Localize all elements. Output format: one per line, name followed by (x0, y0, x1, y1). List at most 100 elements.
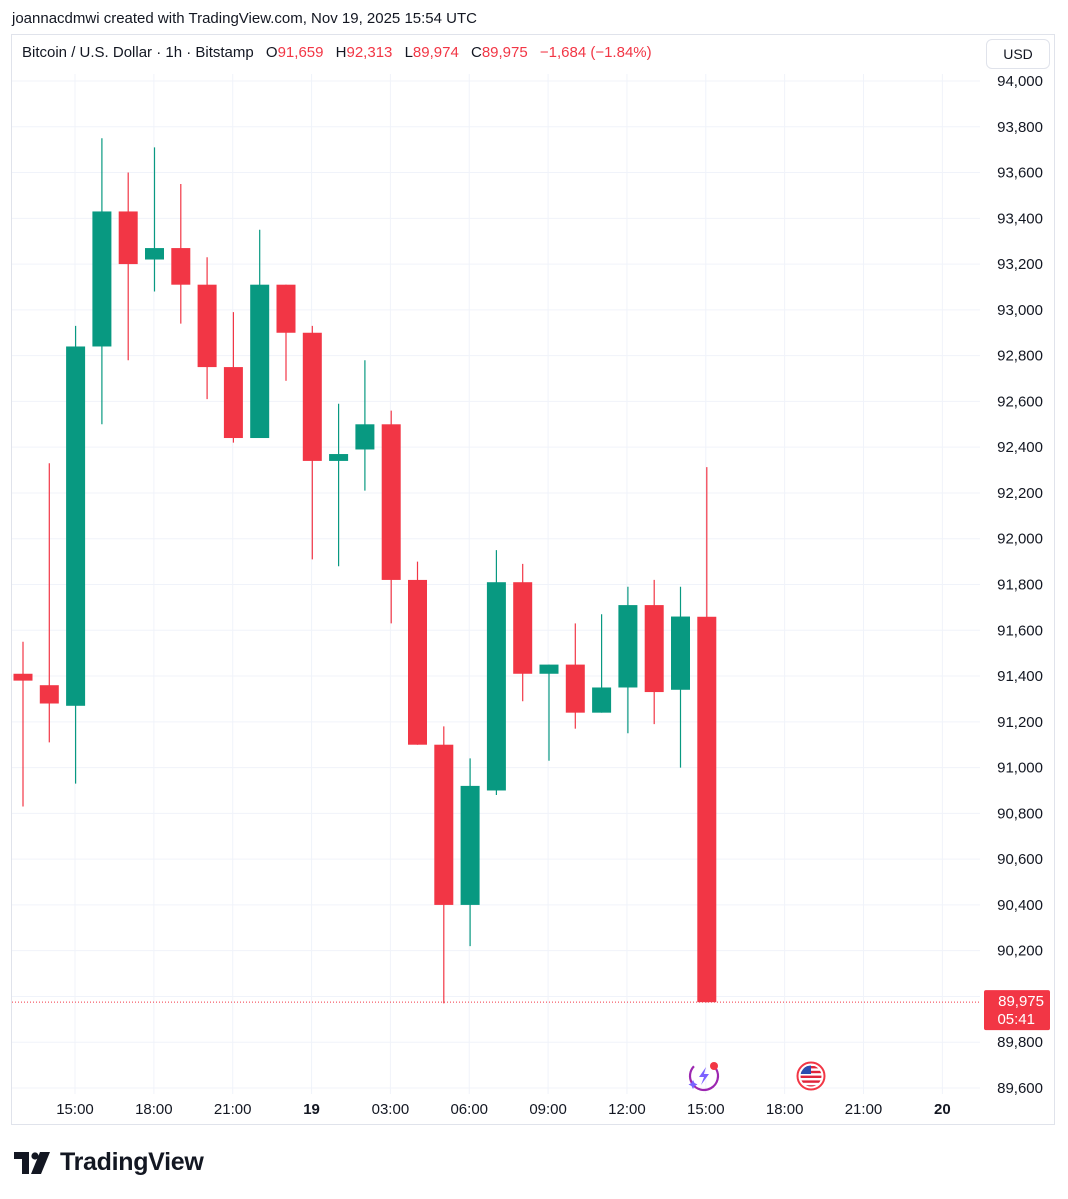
candle-body (486, 582, 506, 791)
candle-body (434, 744, 454, 905)
candle[interactable] (434, 726, 454, 1004)
candle[interactable] (355, 360, 375, 491)
candle[interactable] (697, 467, 717, 1003)
candle-body (618, 605, 638, 688)
price-axis-label: 89,600 (997, 1080, 1043, 1097)
candle-body (697, 616, 717, 1003)
candle[interactable] (460, 758, 480, 947)
candle-body (539, 664, 559, 674)
price-axis: 94,000 93,800 93,600 93,400 93,200 93,000 92,8… (997, 73, 1043, 1097)
price-axis-label: 91,000 (997, 760, 1043, 777)
last-price-label: 89,975 (998, 993, 1044, 1010)
candle-body (118, 211, 138, 265)
candle[interactable] (618, 586, 638, 734)
candle[interactable] (302, 325, 322, 560)
high-label: H (335, 44, 347, 61)
candle[interactable] (408, 561, 427, 745)
symbol-legend: Bitcoin / U.S. Dollar · 1h · Bitstamp O9… (22, 44, 652, 61)
candles (13, 138, 717, 1004)
candle[interactable] (592, 614, 612, 713)
price-axis-label: 90,600 (997, 851, 1043, 868)
candle[interactable] (671, 586, 690, 768)
price-axis-label: 91,400 (997, 668, 1043, 685)
time-axis-label: 09:00 (529, 1101, 567, 1118)
candle[interactable] (39, 463, 59, 743)
candle-body (671, 616, 690, 690)
price-axis-label: 89,800 (997, 1034, 1043, 1051)
tradingview-logo: TradingView (14, 1148, 204, 1177)
price-axis-label: 92,800 (997, 348, 1043, 365)
candle-body (145, 248, 164, 260)
event-icons (685, 1057, 826, 1095)
price-axis-label: 91,600 (997, 622, 1043, 639)
candle-body (408, 579, 427, 745)
candle-body (171, 248, 191, 285)
symbol-title: Bitcoin / U.S. Dollar · 1h · Bitstamp (22, 44, 254, 61)
chart-credit: joannacdmwi created with TradingView.com… (12, 10, 477, 27)
tradingview-logo-text: TradingView (60, 1148, 204, 1176)
price-axis-label: 91,200 (997, 714, 1043, 731)
candle-body (644, 605, 664, 693)
lightning-event-icon[interactable] (685, 1057, 723, 1095)
candle[interactable] (250, 229, 270, 439)
price-axis-label: 90,200 (997, 943, 1043, 960)
candle-body (329, 454, 349, 461)
high-value: 92,313 (346, 44, 393, 61)
candle-body (460, 785, 480, 905)
candle-body (276, 284, 296, 333)
price-axis-label: 93,600 (997, 165, 1043, 182)
candle[interactable] (381, 410, 401, 624)
candle[interactable] (197, 257, 217, 400)
candle[interactable] (276, 284, 296, 381)
price-axis-label: 93,000 (997, 302, 1043, 319)
price-axis-label: 90,800 (997, 805, 1043, 822)
low-label: L (404, 44, 413, 61)
time-axis-label: 21:00 (845, 1101, 883, 1118)
candle[interactable] (92, 138, 112, 425)
price-axis-label: 92,200 (997, 485, 1043, 502)
time-axis-label: 21:00 (214, 1101, 252, 1118)
price-axis-label: 91,800 (997, 577, 1043, 594)
candle-body (250, 284, 270, 439)
candle[interactable] (118, 172, 138, 361)
candle[interactable] (513, 563, 533, 702)
candle-body (355, 424, 375, 450)
price-change: −1,684 (−1.84%) (539, 44, 652, 61)
time-axis-label: 18:00 (135, 1101, 173, 1118)
candle-body (381, 424, 401, 580)
time-axis-label: 06:00 (450, 1101, 488, 1118)
candle[interactable] (486, 550, 506, 796)
candle[interactable] (565, 623, 585, 729)
candle[interactable] (66, 325, 86, 784)
time-axis-label: 15:00 (56, 1101, 94, 1118)
time-axis-label: 19 (303, 1101, 320, 1118)
candle-body (223, 367, 243, 439)
price-axis-label: 93,800 (997, 119, 1043, 136)
open-value: 91,659 (277, 44, 324, 61)
time-axis-label: 12:00 (608, 1101, 646, 1118)
low-value: 89,974 (412, 44, 459, 61)
price-axis-label: 90,400 (997, 897, 1043, 914)
price-axis-label: 93,200 (997, 256, 1043, 273)
candle[interactable] (171, 183, 191, 324)
us-flag-icon[interactable] (796, 1061, 826, 1091)
candle[interactable] (13, 641, 33, 807)
time-axis-label: 15:00 (687, 1101, 725, 1118)
candle-body (565, 664, 585, 713)
candle[interactable] (145, 147, 164, 292)
candle-body (197, 284, 217, 368)
candle[interactable] (644, 579, 664, 725)
candle-body (39, 685, 59, 704)
candle[interactable] (223, 312, 243, 443)
candle[interactable] (539, 664, 559, 761)
chart-frame (11, 34, 1055, 1125)
time-axis-label: 18:00 (766, 1101, 804, 1118)
candle[interactable] (329, 403, 349, 567)
bar-countdown-label: 05:41 (997, 1011, 1035, 1028)
currency-button[interactable]: USD (986, 39, 1050, 69)
time-axis-label: 20 (934, 1101, 951, 1118)
candle-body (302, 332, 322, 461)
candle-body (592, 687, 612, 713)
